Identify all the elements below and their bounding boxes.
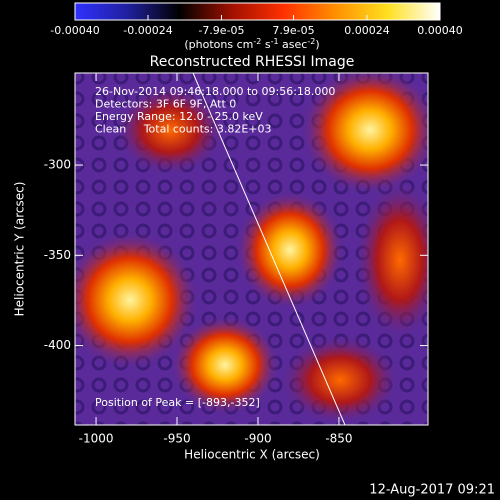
x-tick-label: -950 <box>163 432 190 446</box>
x-axis-label: Heliocentric X (arcsec) <box>184 448 320 462</box>
superscript: -2 <box>253 37 261 46</box>
colorbar-tick-label: -7.9e-05 <box>198 24 244 37</box>
superscript: -1 <box>271 37 279 46</box>
timestamp: 12-Aug-2017 09:21 <box>369 483 495 498</box>
colorbar-tick-label: 0.00024 <box>344 24 390 37</box>
x-tick-label: -1000 <box>79 432 114 446</box>
y-tick-label: -300 <box>44 158 71 172</box>
label-part: (photons cm <box>184 38 253 51</box>
x-tick-label: -900 <box>244 432 271 446</box>
chart-title: Reconstructed RHESSI Image <box>150 54 355 70</box>
colorbar-tick-label: 7.9e-05 <box>272 24 314 37</box>
annotation: 26-Nov-2014 09:46:18.000 to 09:56:18.000 <box>95 85 335 98</box>
y-tick-label: -400 <box>44 338 71 352</box>
colorbar-frame <box>74 2 441 21</box>
annotation: Energy Range: 12.0 - 25.0 keV <box>95 110 263 123</box>
colorbar-label: (photons cm-2 s-1 asec-2) <box>184 37 319 52</box>
annotation: Detectors: 3F 6F 9F, Att 0 <box>95 98 236 111</box>
superscript: -2 <box>307 37 315 46</box>
y-tick-label: -350 <box>44 248 71 262</box>
label-part: ) <box>315 38 319 51</box>
image <box>75 73 428 425</box>
y-axis-label: Heliocentric Y (arcsec) <box>13 182 27 317</box>
peak-label: Position of Peak = [-893,-352] <box>95 396 260 409</box>
colorbar <box>75 3 440 20</box>
colorbar-tick-label: -0.00024 <box>123 24 172 37</box>
annotation: Clean Total counts: 3.82E+03 <box>95 123 272 136</box>
label-part: s <box>261 38 270 51</box>
x-tick-label: -850 <box>325 432 352 446</box>
label-part: asec <box>279 38 308 51</box>
colorbar-tick-label: -0.00040 <box>50 24 99 37</box>
limb <box>192 73 346 425</box>
colorbar-tick-label: 0.00040 <box>417 24 463 37</box>
plot-frame <box>74 72 429 426</box>
